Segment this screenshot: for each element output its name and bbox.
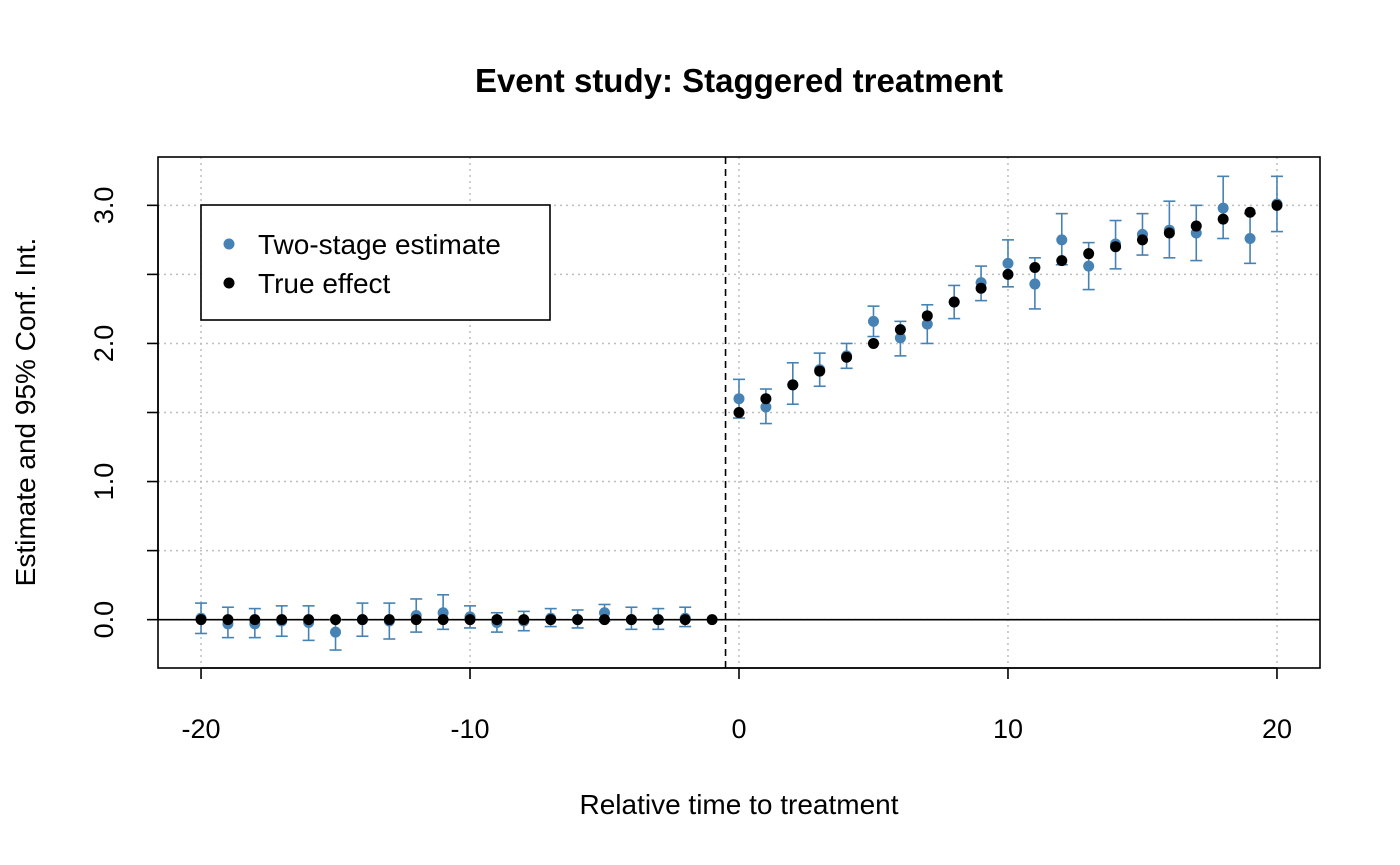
true-effect-point bbox=[867, 337, 879, 349]
true-effect-point bbox=[1244, 206, 1256, 218]
true-effect-point bbox=[814, 365, 826, 377]
y-tick-label: 3.0 bbox=[89, 187, 119, 225]
two-stage-estimate-point bbox=[1002, 257, 1014, 269]
true-effect-point bbox=[894, 324, 906, 336]
two-stage-estimate-point bbox=[867, 315, 879, 327]
true-effect-point bbox=[1056, 255, 1068, 267]
true-effect-point bbox=[1029, 261, 1041, 273]
true-effect-point bbox=[975, 282, 987, 294]
true-effect-point bbox=[383, 614, 395, 626]
y-tick-label: 0.0 bbox=[89, 601, 119, 639]
true-effect-point bbox=[222, 614, 234, 626]
true-effect-point bbox=[1136, 234, 1148, 246]
true-effect-point bbox=[733, 407, 745, 418]
legend-label-true-effect: True effect bbox=[258, 268, 391, 299]
true-effect-point bbox=[1002, 268, 1014, 280]
legend-marker-true-effect bbox=[223, 277, 235, 289]
true-effect-point bbox=[572, 614, 584, 626]
y-axis-label: Estimate and 95% Conf. Int. bbox=[10, 238, 41, 587]
true-effect-point bbox=[625, 614, 637, 626]
legend-box bbox=[200, 204, 551, 321]
two-stage-estimate-point bbox=[1056, 234, 1068, 246]
two-stage-estimate-point bbox=[330, 626, 342, 638]
true-effect-point bbox=[599, 614, 611, 626]
true-effect-point bbox=[1217, 213, 1229, 225]
two-stage-estimate-point bbox=[1244, 232, 1256, 244]
true-effect-point bbox=[303, 614, 315, 626]
true-effect-point bbox=[276, 614, 288, 626]
true-effect-point bbox=[652, 614, 664, 626]
true-effect-point bbox=[679, 614, 691, 626]
true-effect-point bbox=[921, 310, 933, 322]
true-effect-point bbox=[464, 614, 476, 626]
true-effect-point bbox=[1163, 227, 1175, 239]
legend-label-two-stage: Two-stage estimate bbox=[258, 229, 501, 260]
x-tick-label: 10 bbox=[993, 714, 1023, 744]
true-effect-point bbox=[518, 614, 530, 626]
true-effect-point bbox=[1083, 248, 1095, 260]
true-effect-point bbox=[491, 614, 503, 626]
chart-title: Event study: Staggered treatment bbox=[475, 62, 1003, 99]
true-effect-point bbox=[1110, 241, 1122, 253]
true-effect-point bbox=[1271, 199, 1283, 211]
reference-lines bbox=[158, 157, 1320, 668]
x-tick-label: 20 bbox=[1262, 714, 1292, 744]
x-tick-label: 0 bbox=[731, 714, 746, 744]
two-stage-estimate-point bbox=[1029, 278, 1041, 290]
true-effect-point bbox=[787, 379, 799, 391]
x-axis: -20 -10 0 10 20 bbox=[182, 667, 1292, 744]
true-effect-point bbox=[195, 614, 207, 626]
y-tick-label: 2.0 bbox=[89, 325, 119, 363]
two-stage-estimate-point bbox=[894, 332, 906, 344]
two-stage-estimate-point bbox=[1217, 202, 1229, 214]
two-stage-estimate-point bbox=[733, 393, 745, 405]
two-stage-estimate-point bbox=[760, 401, 772, 413]
true-effect-point bbox=[437, 614, 449, 626]
x-tick-label: -20 bbox=[182, 714, 221, 744]
two-stage-estimate-point bbox=[921, 318, 933, 330]
true-effect-point bbox=[356, 614, 368, 626]
y-tick-label: 1.0 bbox=[89, 463, 119, 501]
true-effect-point bbox=[706, 614, 718, 626]
data-points bbox=[195, 198, 1283, 638]
legend: Two-stage estimate True effect bbox=[200, 204, 551, 321]
y-axis: 0.0 1.0 2.0 3.0 bbox=[89, 187, 159, 639]
true-effect-point bbox=[948, 296, 960, 308]
legend-marker-two-stage bbox=[223, 238, 235, 250]
true-effect-point bbox=[545, 614, 557, 626]
true-effect-point bbox=[410, 614, 422, 626]
true-effect-point bbox=[760, 393, 772, 405]
true-effect-point bbox=[1190, 220, 1202, 232]
true-effect-point bbox=[330, 614, 342, 626]
true-effect-point bbox=[249, 614, 261, 626]
two-stage-estimate-point bbox=[1083, 260, 1095, 272]
x-tick-label: -10 bbox=[451, 714, 490, 744]
x-axis-label: Relative time to treatment bbox=[579, 789, 898, 820]
true-effect-point bbox=[841, 351, 853, 363]
